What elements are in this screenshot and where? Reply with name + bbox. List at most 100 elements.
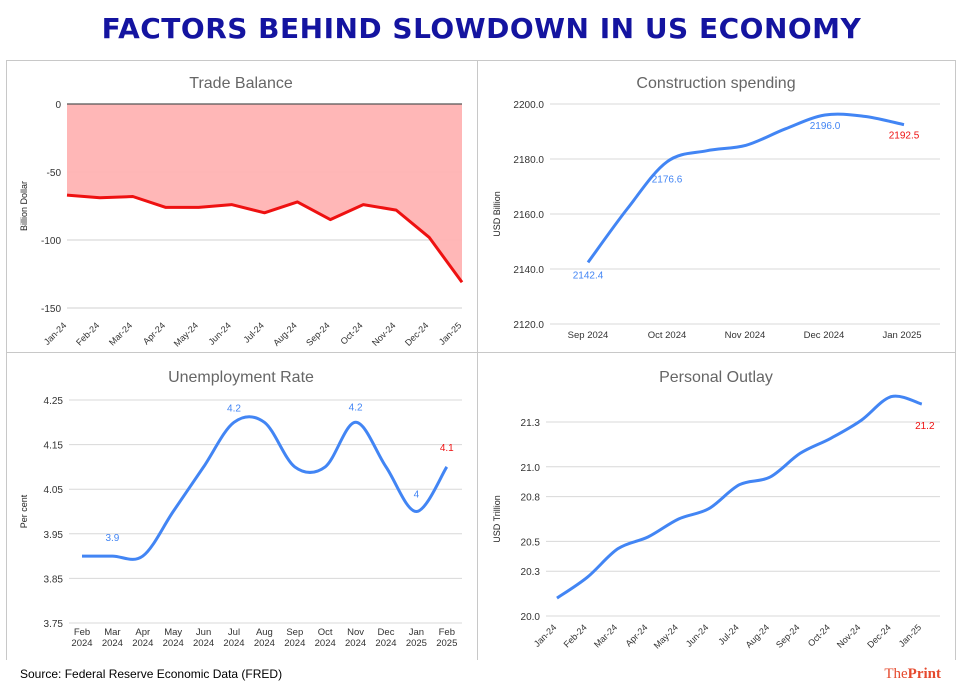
divider-top (6, 60, 956, 61)
y-tick-label: -100 (41, 236, 61, 247)
x-tick-label: May (164, 627, 182, 638)
x-tick-label: Sep 2024 (568, 330, 609, 341)
x-tick-label: Oct-24 (338, 320, 364, 346)
divider-right-edge (955, 60, 956, 660)
x-tick-label: 2024 (315, 638, 336, 649)
y-tick-label: 21.0 (521, 463, 541, 474)
data-label: 2176.6 (652, 174, 683, 185)
y-tick-label: 0 (55, 100, 61, 111)
x-tick-label: Jan-25 (437, 320, 464, 347)
x-tick-label: Sep (286, 627, 303, 638)
area-fill (67, 104, 462, 283)
series-line (586, 112, 905, 264)
x-tick-label: 2024 (102, 638, 123, 649)
x-tick-label: Jul-24 (716, 622, 740, 646)
data-label: 2196.0 (810, 121, 841, 132)
x-tick-label: Oct-24 (806, 622, 832, 648)
x-tick-label: Dec (378, 627, 395, 638)
x-tick-label: Jan 2025 (882, 330, 921, 341)
brand-prefix: The (884, 666, 908, 682)
x-tick-label: Feb-24 (562, 622, 589, 649)
x-tick-label: Apr (135, 627, 150, 638)
x-tick-label: Apr-24 (141, 320, 167, 346)
unemployment-rate-chart: Unemployment Rate Per cent 3.75 3.85 3.95 4.0… (19, 369, 462, 649)
x-tick-label: Dec-24 (865, 622, 893, 650)
x-tick-label: Dec-24 (403, 320, 431, 348)
chart-title: Unemployment Rate (168, 369, 314, 386)
data-label: 21.2 (915, 421, 935, 432)
y-tick-label: 3.75 (44, 619, 64, 630)
data-label: 4.2 (227, 403, 241, 414)
x-tick-label: 2024 (193, 638, 214, 649)
x-tick-label: Feb (439, 627, 455, 638)
y-tick-label: 3.85 (44, 574, 64, 585)
brand-name: Print (907, 666, 941, 682)
chart-title: Construction spending (636, 75, 795, 92)
y-tick-label: 2140.0 (513, 265, 544, 276)
x-tick-label: Aug-24 (271, 320, 299, 348)
trade-balance-chart: Trade Balance Billion Dollar 0 -50 -100 -150 J… (19, 75, 464, 349)
x-tick-label: 2024 (163, 638, 184, 649)
y-tick-label: 20.0 (521, 612, 541, 623)
x-tick-label: Jul-24 (242, 320, 266, 344)
y-tick-label: 20.8 (521, 493, 541, 504)
y-tick-label: 2200.0 (513, 100, 544, 111)
x-tick-label: Nov-24 (835, 622, 863, 650)
x-tick-label: Mar-24 (592, 622, 619, 649)
x-tick-label: 2024 (345, 638, 366, 649)
divider-vertical (477, 60, 478, 660)
x-tick-label: Nov-24 (370, 320, 398, 348)
y-axis-label: USD Billion (492, 191, 502, 237)
x-tick-label: Jan (409, 627, 424, 638)
x-tick-label: 2025 (436, 638, 457, 649)
divider-middle (6, 352, 956, 353)
divider-left-edge (6, 60, 7, 660)
chart-title: Trade Balance (189, 75, 293, 92)
data-label: 4.1 (440, 443, 454, 454)
x-tick-label: Jun (196, 627, 211, 638)
x-tick-label: 2024 (284, 638, 305, 649)
x-tick-label: 2024 (223, 638, 244, 649)
x-tick-label: 2024 (132, 638, 153, 649)
x-tick-label: Nov (347, 627, 364, 638)
y-axis-label: Billion Dollar (19, 181, 29, 231)
y-tick-label: 2180.0 (513, 155, 544, 166)
x-tick-label: Oct 2024 (648, 330, 687, 341)
x-tick-label: Mar-24 (107, 320, 134, 347)
x-tick-label: Jan-25 (897, 622, 924, 649)
x-tick-label: Apr-24 (623, 622, 649, 648)
x-tick-label: May-24 (652, 622, 680, 650)
x-tick-label: Aug-24 (744, 622, 772, 650)
y-tick-label: 2120.0 (513, 320, 544, 331)
y-tick-label: 21.3 (521, 418, 541, 429)
y-tick-label: -150 (41, 304, 61, 315)
chart-title: Personal Outlay (659, 369, 773, 386)
x-tick-label: Aug (256, 627, 273, 638)
x-tick-label: 2024 (254, 638, 275, 649)
x-tick-label: Oct (318, 627, 333, 638)
x-tick-label: Jun-24 (206, 320, 233, 347)
x-tick-label: 2024 (71, 638, 92, 649)
y-tick-label: 4.15 (44, 441, 64, 452)
brand-logo: ThePrint (884, 666, 941, 683)
x-tick-label: Sep-24 (304, 320, 332, 348)
data-label: 2142.4 (573, 270, 604, 281)
x-tick-label: 2025 (406, 638, 427, 649)
x-tick-label: Jan-24 (532, 622, 559, 649)
series-line (82, 415, 449, 561)
x-tick-label: Jul (228, 627, 240, 638)
x-tick-label: Feb (74, 627, 90, 638)
y-tick-label: 3.95 (44, 530, 64, 541)
y-axis-label: USD Trillion (492, 495, 502, 543)
y-tick-label: -50 (47, 168, 62, 179)
x-tick-label: Sep-24 (774, 622, 802, 650)
data-label: 2192.5 (889, 131, 920, 142)
x-tick-label: Feb-24 (74, 320, 101, 347)
x-tick-label: 2024 (375, 638, 396, 649)
data-label: 4.2 (349, 402, 363, 413)
x-tick-label: Jun-24 (684, 622, 711, 649)
y-tick-label: 20.3 (521, 567, 541, 578)
y-tick-label: 2160.0 (513, 210, 544, 221)
construction-spending-chart: Construction spending USD Billion 2120.0 21… (492, 75, 940, 341)
y-tick-label: 4.25 (44, 396, 64, 407)
